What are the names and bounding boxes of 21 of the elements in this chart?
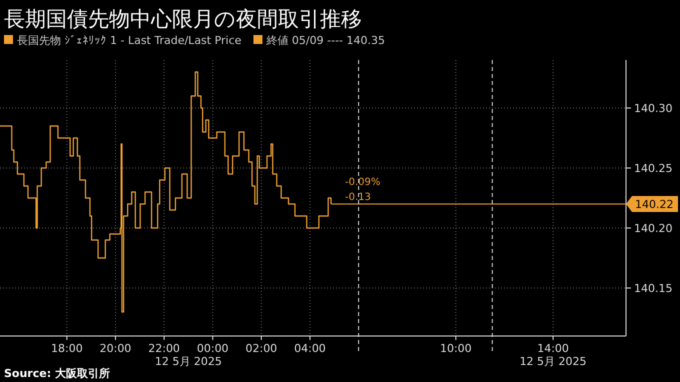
x-tick-label: 14:00 (537, 342, 569, 355)
annotation: -0.09% (345, 177, 380, 188)
text: 12 5月 2025 (520, 355, 587, 368)
annotation: -0.13 (345, 192, 371, 203)
y-tick-label: 140.30 (634, 102, 672, 115)
x-tick-label: 10:00 (440, 342, 472, 355)
source-note: Source: 大阪取引所 (4, 367, 110, 380)
x-tick-label: 20:00 (100, 342, 132, 355)
x-tick-label: 02:00 (245, 342, 278, 355)
y-tick-label: 140.15 (634, 282, 672, 295)
y-tick-label: 140.20 (634, 222, 672, 235)
text: 終値 05/09 ---- 140.35 (265, 34, 385, 47)
x-tick-label: 22:00 (148, 342, 180, 355)
ref-line-label: 140.22 (635, 198, 674, 211)
text: 12 5月 2025 (154, 355, 222, 368)
x-tick-label: 04:00 (294, 342, 326, 355)
y-tick-label: 140.25 (634, 162, 672, 175)
x-tick-label: 18:00 (51, 342, 83, 355)
chart-title: 長期国債先物中心限月の夜間取引推移 (4, 7, 362, 31)
legend-label: 長国先物 ｼﾞｪﾈﾘｯｸ 1 - Last Trade/Last Price (17, 34, 242, 47)
x-tick-label: 00:00 (196, 342, 229, 355)
